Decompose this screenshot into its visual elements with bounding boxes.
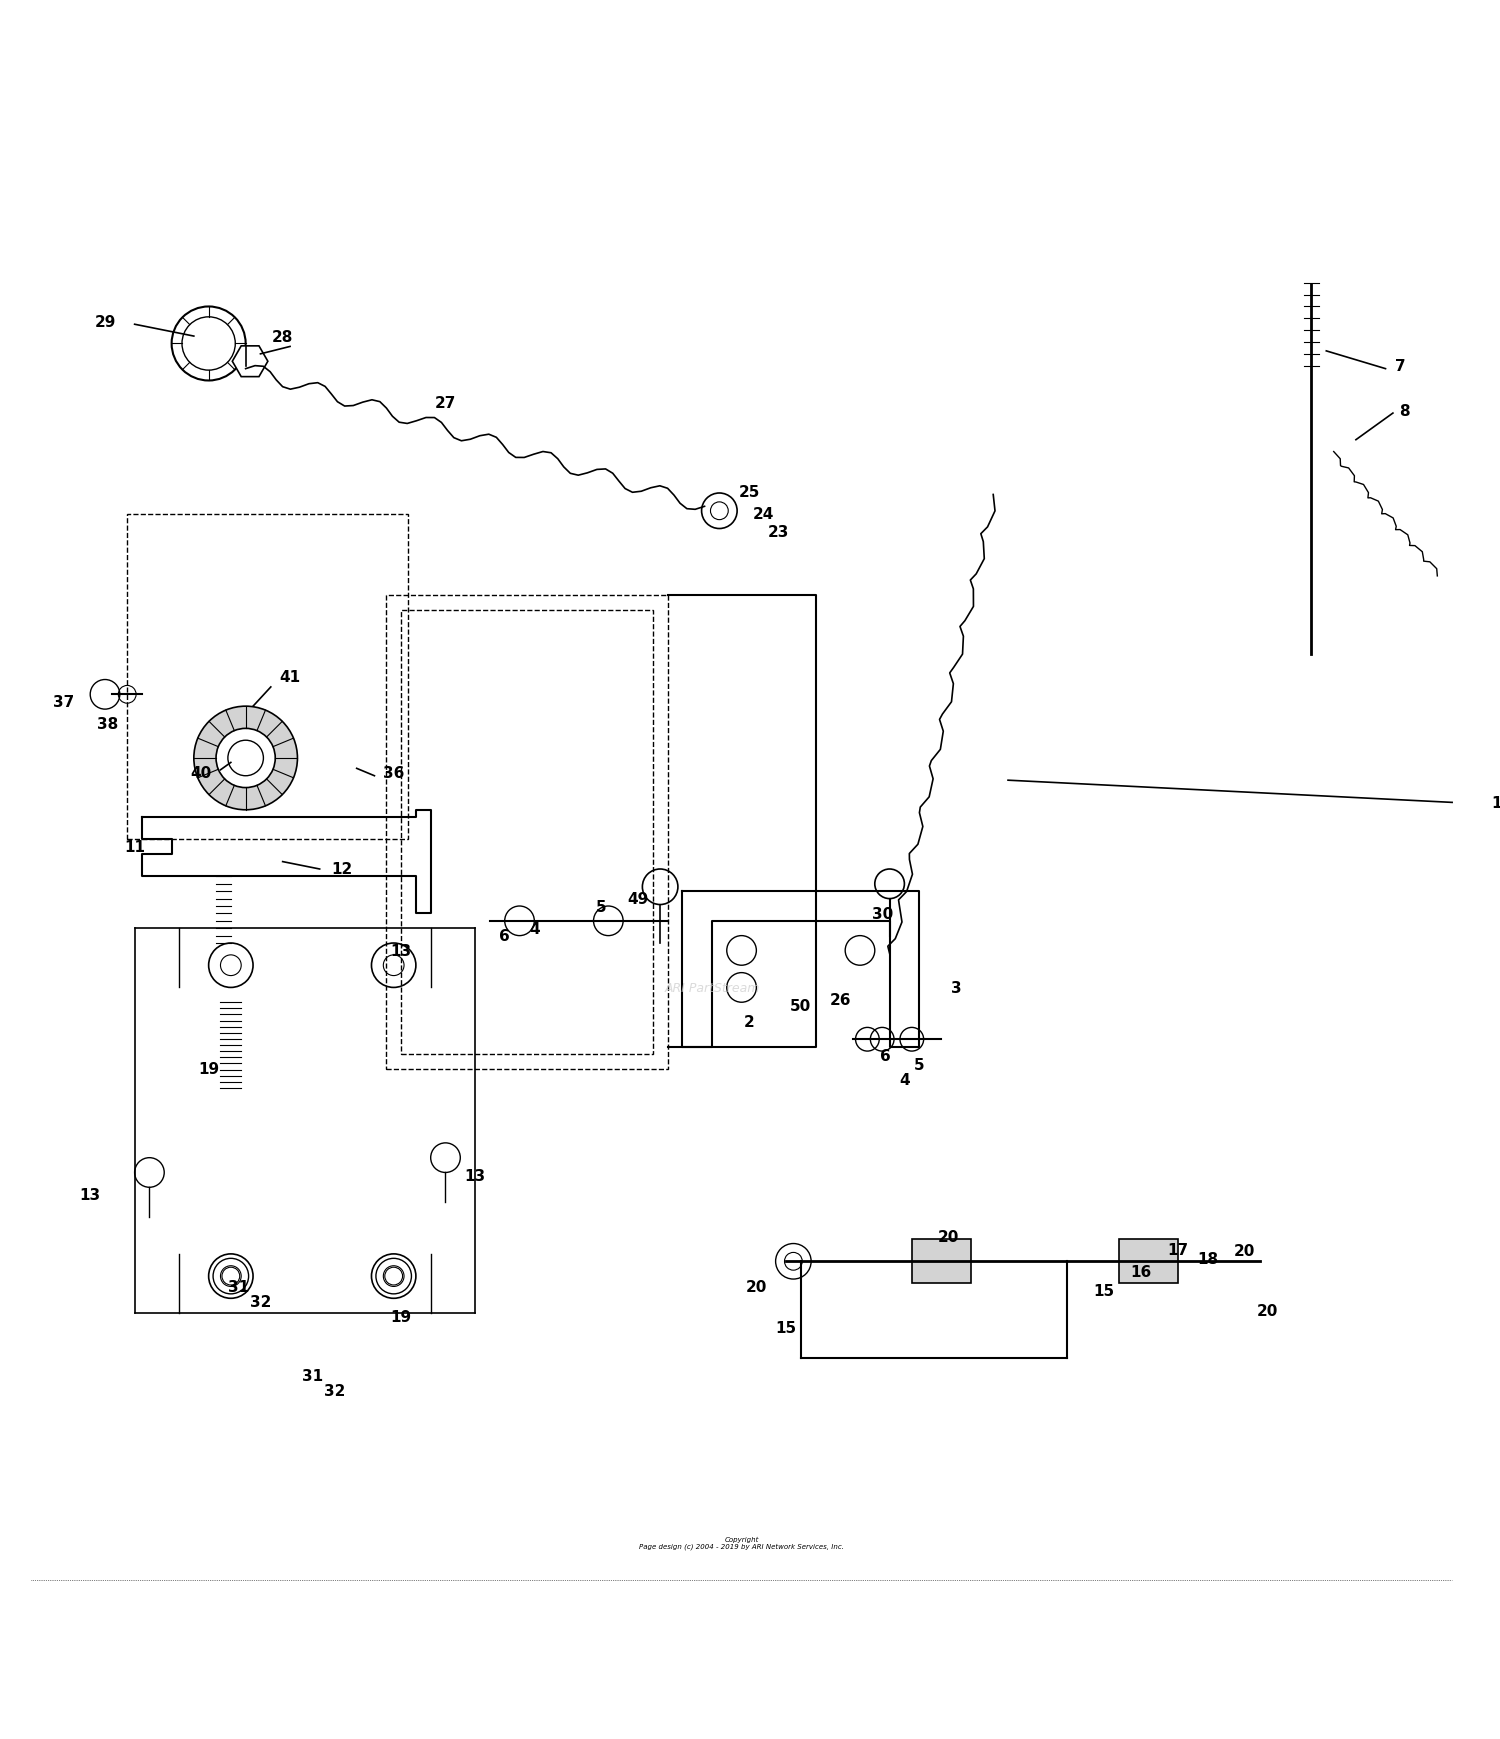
Text: 5: 5 [914,1057,924,1073]
Circle shape [171,308,246,381]
Text: 3: 3 [951,981,962,995]
Bar [1119,1240,1179,1283]
Bar [400,610,652,1054]
Text: 1: 1 [1491,795,1500,810]
Bar [128,515,408,840]
Text: 24: 24 [753,508,774,522]
Text: 16: 16 [1131,1264,1152,1280]
Text: 15: 15 [1094,1283,1114,1299]
Text: 36: 36 [382,765,405,781]
Text: 4: 4 [898,1071,909,1087]
Text: 13: 13 [465,1169,486,1183]
Text: 20: 20 [1234,1243,1256,1259]
Text: 23: 23 [768,525,789,539]
Text: 30: 30 [871,906,892,922]
Text: 20: 20 [1257,1303,1278,1318]
Text: 32: 32 [324,1383,345,1398]
Text: ARI PartStream: ARI PartStream [664,981,759,995]
Text: 20: 20 [938,1229,960,1243]
Text: 40: 40 [190,765,211,781]
Text: 6: 6 [880,1049,891,1064]
Text: 26: 26 [830,993,852,1007]
Polygon shape [232,346,268,377]
Text: 12: 12 [332,863,352,876]
Text: 19: 19 [198,1063,219,1076]
Text: 5: 5 [596,899,606,915]
Text: 25: 25 [738,485,759,499]
Text: 31: 31 [228,1280,249,1294]
Wedge shape [194,706,297,810]
Text: 41: 41 [279,670,300,685]
Text: 6: 6 [500,929,510,944]
Text: 49: 49 [627,892,648,906]
Text: 17: 17 [1167,1242,1190,1257]
Text: 19: 19 [390,1309,411,1323]
Text: 37: 37 [53,696,74,710]
Bar [912,1240,970,1283]
Text: 13: 13 [390,943,411,958]
Text: 27: 27 [435,396,456,410]
Text: 50: 50 [790,998,812,1014]
Text: 29: 29 [94,315,116,330]
Text: 18: 18 [1197,1250,1218,1266]
Text: 2: 2 [744,1014,754,1029]
Text: 28: 28 [272,329,294,344]
Text: 38: 38 [98,716,118,732]
Text: 20: 20 [746,1280,766,1294]
Text: Copyright
Page design (c) 2004 - 2019 by ARI Network Services, Inc.: Copyright Page design (c) 2004 - 2019 by… [639,1536,844,1549]
Text: 13: 13 [80,1188,100,1202]
Text: 32: 32 [251,1294,272,1309]
Text: 31: 31 [302,1369,322,1383]
Circle shape [228,741,264,776]
Text: 11: 11 [124,840,146,856]
Text: 15: 15 [776,1320,796,1336]
Text: 4: 4 [530,922,540,936]
Bar [387,596,668,1069]
Text: 7: 7 [1395,358,1406,374]
Text: 8: 8 [1400,403,1410,419]
